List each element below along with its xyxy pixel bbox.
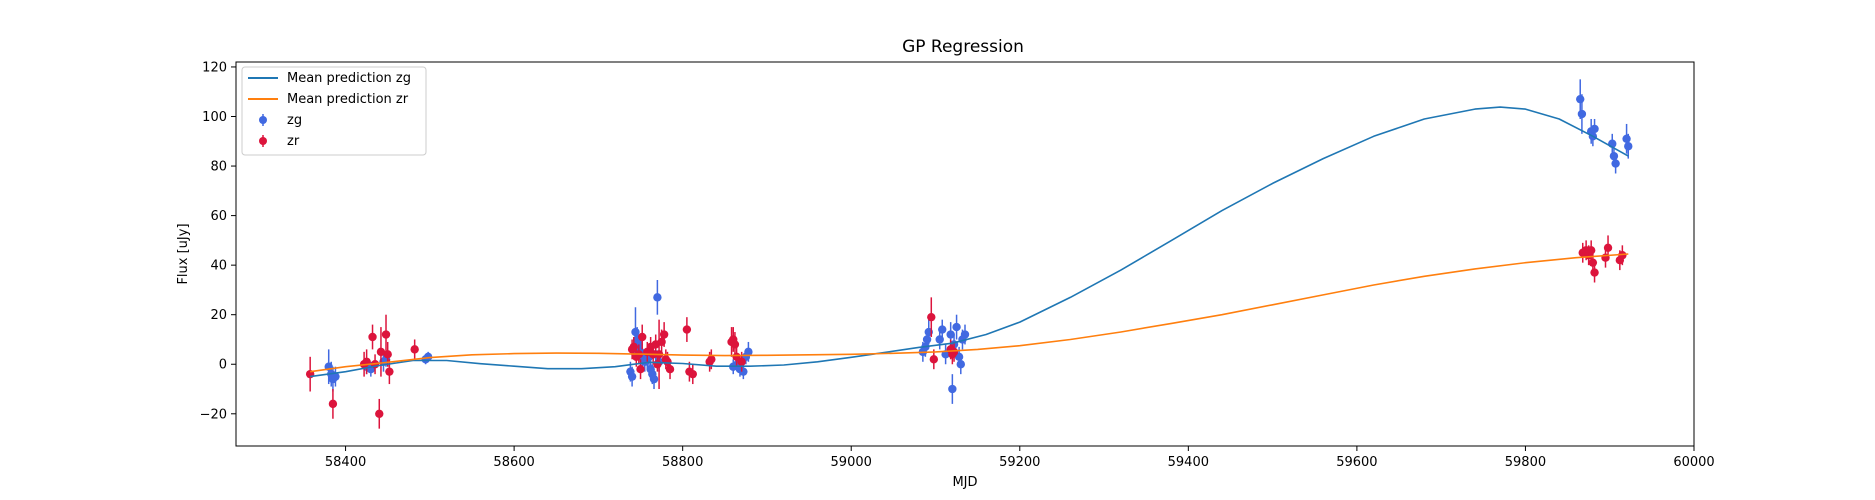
y-tick-label: 0 <box>219 358 227 373</box>
y-tick-label: −20 <box>200 407 227 422</box>
zr-data-point <box>636 365 645 374</box>
zg-data-point <box>649 374 659 384</box>
zr-data-point <box>682 325 692 334</box>
zr-data-point <box>638 332 647 342</box>
zg-data-point <box>922 335 932 344</box>
zg-data-point <box>1609 151 1619 161</box>
zr-data-point <box>1618 251 1627 260</box>
mean-prediction-zr-line <box>310 253 1629 373</box>
zg-data-point <box>1590 124 1599 134</box>
zr-data-point <box>1586 246 1596 255</box>
axes-frame <box>235 61 1695 447</box>
zr-data-point <box>929 355 939 364</box>
x-axis-ticks: 58400 58600 58800 59000 59200 59400 59600 59800… <box>325 446 1715 470</box>
y-tick-label: 60 <box>210 209 227 224</box>
x-tick-label: 60000 <box>1673 455 1714 470</box>
zr-data-point <box>385 367 394 376</box>
zr-data-point <box>730 340 740 349</box>
plot-area <box>305 79 1633 429</box>
zr-data-point <box>410 345 419 354</box>
zg-data-point <box>960 330 970 339</box>
zr-data-point <box>1588 258 1598 267</box>
zr-data-point <box>375 409 384 418</box>
zg-data-point <box>739 367 748 376</box>
zr-data-point <box>688 369 697 379</box>
zg-data-point <box>946 330 955 339</box>
x-tick-label: 59400 <box>1168 455 1209 470</box>
zr-data-point <box>328 399 338 409</box>
x-tick-label: 59200 <box>999 455 1040 470</box>
zg-data-point <box>1622 134 1631 143</box>
zr-data-point <box>383 350 392 359</box>
x-tick-label: 59000 <box>831 455 872 470</box>
zg-data-point <box>744 347 753 357</box>
y-tick-label: 120 <box>202 60 227 75</box>
x-tick-label: 58400 <box>325 455 366 470</box>
zg-data-point <box>952 322 961 332</box>
y-tick-label: 100 <box>202 110 227 125</box>
zr-data-point <box>659 330 669 339</box>
zg-data-point <box>1624 142 1633 151</box>
zr-data-point <box>376 347 386 357</box>
zr-data-point <box>737 357 746 366</box>
legend-box <box>241 66 427 156</box>
zg-data-point <box>1611 159 1620 168</box>
zr-data-point <box>665 365 675 374</box>
x-tick-label: 58800 <box>662 455 703 470</box>
y-tick-label: 80 <box>210 160 227 175</box>
x-axis-label: MJD <box>952 475 977 490</box>
mean-prediction-zg-line <box>310 106 1629 378</box>
x-tick-label: 59800 <box>1505 455 1546 470</box>
zg-data-point <box>423 352 433 362</box>
zg-data-point <box>1576 94 1585 104</box>
zg-data-point <box>956 360 965 369</box>
legend-zg-line-label: Mean prediction zg <box>287 71 411 86</box>
zg-data-point <box>938 325 947 334</box>
chart-title: GP Regression <box>902 37 1024 57</box>
zr-data-point <box>1603 243 1613 253</box>
zg-data-point <box>627 372 637 381</box>
zg-data-point <box>1577 109 1587 119</box>
x-tick-label: 59600 <box>1336 455 1377 470</box>
zg-data-point <box>948 384 957 394</box>
zr-data-point <box>927 312 936 322</box>
y-axis-label: Flux [uJy] <box>176 223 191 284</box>
y-tick-label: 20 <box>210 308 227 323</box>
zr-data-point <box>381 330 391 339</box>
zg-data-point <box>653 293 662 302</box>
zr-data-point <box>368 332 377 342</box>
zr-data-point <box>1590 268 1599 277</box>
zr-data-point <box>653 360 662 369</box>
legend-zg-label: zg <box>287 113 302 128</box>
legend-zr-label: zr <box>287 134 300 149</box>
zg-data-point <box>331 372 340 381</box>
legend-zr-marker <box>259 137 267 145</box>
y-tick-label: 40 <box>210 259 227 274</box>
legend: Mean prediction zg Mean prediction zr zg… <box>241 66 427 156</box>
zr-data-point <box>707 355 716 364</box>
zr-data-point <box>949 347 959 357</box>
y-axis-ticks: −20 0 20 40 60 80 100 120 <box>200 60 236 422</box>
x-tick-label: 58600 <box>493 455 534 470</box>
legend-zg-marker <box>259 116 267 124</box>
legend-zr-line-label: Mean prediction zr <box>287 92 409 107</box>
